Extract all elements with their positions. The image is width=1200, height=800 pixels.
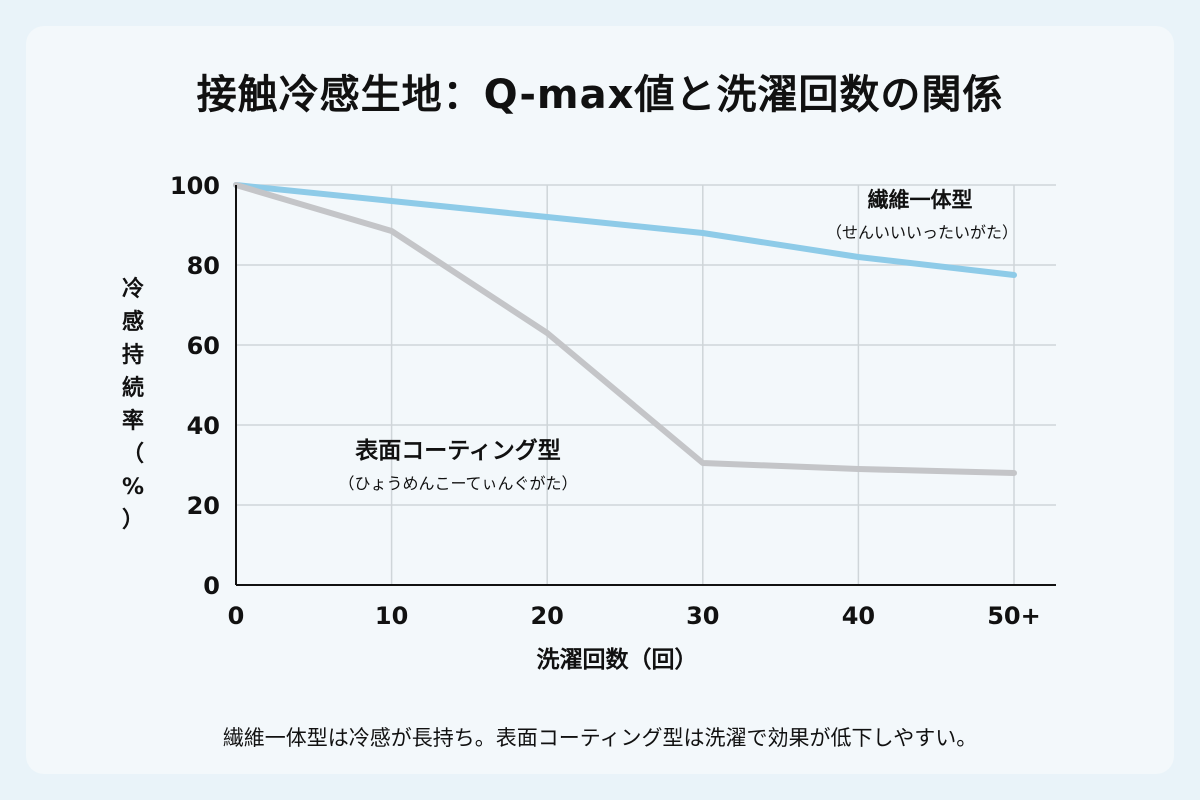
- y-tick-label: 20: [187, 492, 220, 520]
- y-axis-label-char: 感: [122, 309, 144, 335]
- y-axis-label-char: 冷: [122, 276, 144, 302]
- y-axis-label-char: ）: [122, 508, 144, 533]
- axes: [235, 185, 1056, 586]
- series-sublabel-coated: （ひょうめんこーてぃんぐがた）: [338, 474, 577, 493]
- series-label-integrated: 繊維一体型: [868, 188, 973, 212]
- x-tick-label: 0: [228, 602, 245, 630]
- series-label-coated: 表面コーティング型: [355, 437, 561, 464]
- y-axis-label: 冷感持続率 （% ）: [122, 276, 144, 533]
- y-axis-label-char: （: [122, 442, 144, 467]
- grid: [236, 184, 1056, 585]
- y-tick-label: 80: [187, 252, 220, 280]
- series-sublabel-integrated: （せんいいいったいがた）: [826, 223, 1018, 242]
- tick-labels: 0 20 40 60 80 100 0 10 20 30 40 50+: [170, 172, 1041, 630]
- x-tick-label: 40: [842, 602, 875, 630]
- x-tick-label: 10: [375, 602, 408, 630]
- x-axis-label: 洗濯回数（回）: [537, 646, 698, 673]
- x-tick-label: 20: [530, 602, 563, 630]
- y-tick-label: 40: [187, 412, 220, 440]
- chart-card: [26, 26, 1174, 774]
- y-axis-label-char: 率: [122, 408, 144, 434]
- chart-caption: 繊維一体型は冷感が長持ち。表面コーティング型は洗濯で効果が低下しやすい。: [222, 726, 978, 750]
- y-axis-label-char: %: [122, 475, 144, 500]
- chart-title: 接触冷感生地：Q-max値と洗濯回数の関係: [196, 72, 1004, 118]
- series-line-coated: [233, 182, 1017, 476]
- x-tick-label: 30: [686, 602, 719, 630]
- y-axis-label-char: 持: [122, 343, 144, 368]
- y-tick-label: 0: [203, 572, 220, 600]
- y-tick-label: 100: [170, 172, 220, 200]
- y-tick-label: 60: [187, 332, 220, 360]
- y-axis-label-char: 続: [122, 375, 144, 401]
- series-line-integrated: [233, 182, 1017, 278]
- x-tick-label: 50+: [987, 602, 1041, 630]
